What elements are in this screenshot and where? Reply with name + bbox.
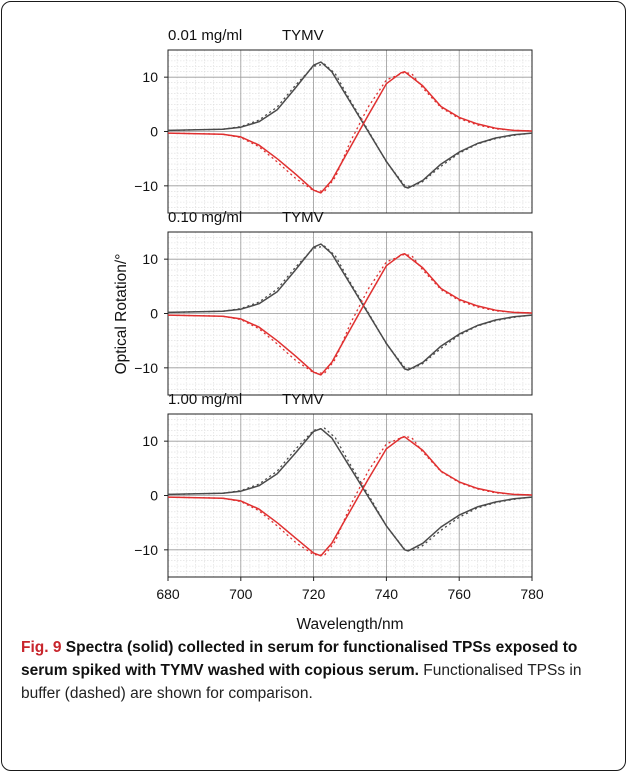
y-tick-label: −10 xyxy=(134,542,158,558)
series-line-2 xyxy=(167,63,533,188)
panel-virus-label: TYMV xyxy=(282,27,324,44)
caption-title: Spectra (solid) collected in serum for f… xyxy=(21,639,578,679)
panel-concentration-label: 0.10 mg/ml xyxy=(168,209,242,226)
series-line-4 xyxy=(167,253,533,374)
chart-panel-1: 10 0 −10 0.01 mg/ml TYMV xyxy=(134,27,533,214)
series-line-3 xyxy=(167,252,533,376)
y-tick-label: −10 xyxy=(134,178,158,194)
series-line-1 xyxy=(167,427,533,552)
panel-concentration-label: 1.00 mg/ml xyxy=(168,391,242,408)
caption-fig-number: Fig. 9 xyxy=(21,639,62,656)
panel-virus-label: TYMV xyxy=(282,391,324,408)
y-tick-label: 0 xyxy=(150,488,158,504)
series-line-3 xyxy=(167,70,533,194)
chart-figure: 10 0 −10 0.01 mg/ml TYMV 10 0 −10 0.10 mg/ml TYMV… xyxy=(113,27,544,632)
x-tick-label: 760 xyxy=(448,586,472,602)
chart-panel-3: 10 0 −10 1.00 mg/ml TYMV xyxy=(134,391,533,578)
y-tick-label: −10 xyxy=(134,360,158,376)
x-tick-label: 740 xyxy=(375,586,399,602)
figure-caption: Fig. 9 Spectra (solid) collected in seru… xyxy=(21,636,611,705)
x-tick-label: 700 xyxy=(229,586,253,602)
x-tick-label: 720 xyxy=(302,586,326,602)
y-tick-label: 0 xyxy=(150,124,158,140)
series-line-2 xyxy=(167,427,533,552)
series-line-3 xyxy=(167,436,533,557)
x-tick-label: 780 xyxy=(520,586,544,602)
y-axis-label: Optical Rotation/° xyxy=(113,254,130,375)
y-tick-label: 10 xyxy=(142,251,158,267)
panel-virus-label: TYMV xyxy=(282,209,324,226)
series-line-4 xyxy=(167,435,533,556)
x-tick-label: 680 xyxy=(156,586,180,602)
y-tick-label: 0 xyxy=(150,306,158,322)
caption-text: Functionalised TPSs in buffer (dashed) a… xyxy=(21,662,582,702)
y-tick-label: 10 xyxy=(142,433,158,449)
series-line-2 xyxy=(167,245,533,370)
y-tick-label: 10 xyxy=(142,69,158,85)
panel-concentration-label: 0.01 mg/ml xyxy=(168,27,242,44)
chart-panel-2: 10 0 −10 0.10 mg/ml TYMV xyxy=(134,209,533,396)
x-axis-label: Wavelength/nm xyxy=(296,616,403,632)
series-line-4 xyxy=(167,71,533,192)
